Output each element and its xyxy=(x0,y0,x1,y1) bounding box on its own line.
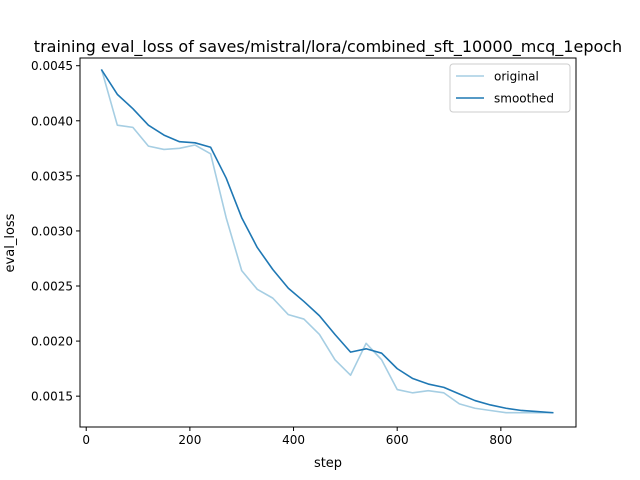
y-tick-label: 0.0020 xyxy=(31,335,73,349)
legend-label-original: original xyxy=(494,70,539,84)
plot-lines xyxy=(100,69,554,414)
legend: original smoothed xyxy=(449,63,571,113)
x-axis-label: step xyxy=(314,456,342,471)
x-tick-label: 400 xyxy=(282,433,305,447)
x-axis: 0 200 400 600 800 xyxy=(82,427,512,447)
y-axis-label: eval_loss xyxy=(3,213,18,272)
x-tick-label: 200 xyxy=(178,433,201,447)
x-tick-label: 0 xyxy=(82,433,90,447)
y-axis: 0.0015 0.0020 0.0025 0.0030 0.0035 0.0040 0.00… xyxy=(31,59,80,404)
x-tick-label: 600 xyxy=(386,433,409,447)
y-tick-label: 0.0045 xyxy=(31,59,73,73)
series-line-smoothed xyxy=(100,69,554,414)
y-tick-label: 0.0030 xyxy=(31,224,73,238)
legend-label-smoothed: smoothed xyxy=(494,92,554,106)
chart-title: training eval_loss of saves/mistral/lora… xyxy=(34,37,622,57)
y-tick-label: 0.0035 xyxy=(31,169,73,183)
y-tick-label: 0.0040 xyxy=(31,114,73,128)
series-line-original xyxy=(100,69,554,414)
y-tick-label: 0.0025 xyxy=(31,280,73,294)
x-tick-label: 800 xyxy=(489,433,512,447)
y-tick-label: 0.0015 xyxy=(31,390,73,404)
plot-frame xyxy=(79,57,577,428)
